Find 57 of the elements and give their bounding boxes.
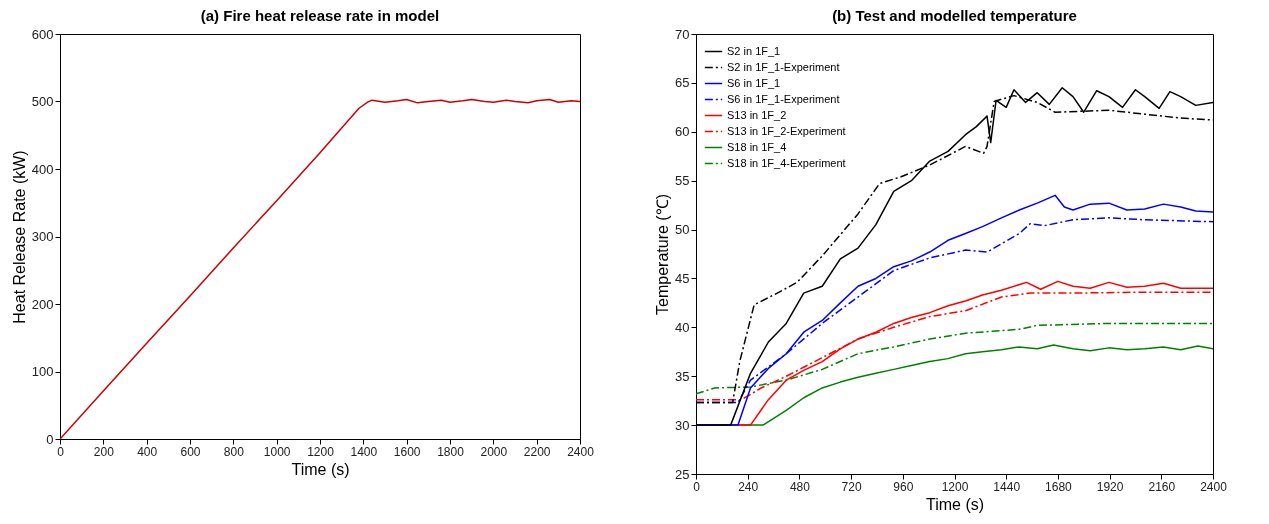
y-tick-label: 200 <box>31 296 54 312</box>
legend-label: S13 in 1F_2-Experiment <box>727 124 846 137</box>
x-tick-label: 400 <box>137 444 158 459</box>
legend-label: S2 in 1F_1 <box>727 44 781 57</box>
y-tick-label: 65 <box>675 75 690 91</box>
x-tick-label: 1680 <box>1045 479 1073 494</box>
x-tick-label: 1440 <box>993 479 1021 494</box>
legend-label: S2 in 1F_1-Experiment <box>727 60 840 73</box>
legend-label: S6 in 1F_1 <box>727 76 781 89</box>
x-tick-label: 1600 <box>393 444 421 459</box>
x-tick-label: 2160 <box>1148 479 1176 494</box>
legend-label: S13 in 1F_2 <box>727 108 787 121</box>
x-tick-label: 1000 <box>263 444 291 459</box>
y-tick-label: 100 <box>31 364 54 379</box>
y-tick-label: 45 <box>675 270 690 286</box>
y-tick-label: 60 <box>675 124 690 140</box>
x-axis-title: Time (s) <box>291 460 350 478</box>
x-tick-label: 1920 <box>1096 479 1124 494</box>
x-tick-label: 200 <box>93 444 115 459</box>
y-axis-title: Temperature (℃) <box>654 194 672 315</box>
y-tick-label: 40 <box>675 319 690 335</box>
x-tick-label: 720 <box>841 479 862 494</box>
y-tick-label: 30 <box>675 417 690 433</box>
y-tick-label: 50 <box>675 222 690 238</box>
x-tick-label: 800 <box>223 444 245 459</box>
y-tick-label: 25 <box>675 466 690 482</box>
x-tick-label: 0 <box>57 444 65 459</box>
y-tick-label: 55 <box>675 173 690 189</box>
legend-label: S18 in 1F_4 <box>727 140 787 153</box>
x-tick-label: 0 <box>693 479 701 494</box>
x-axis-title: Time (s) <box>925 495 985 513</box>
x-tick-label: 2400 <box>1200 479 1228 494</box>
y-axis-title: Heat Release Rate (kW) <box>10 150 28 324</box>
y-tick-label: 400 <box>31 161 54 177</box>
x-tick-label: 1200 <box>941 479 969 494</box>
chart-title: (a) Fire heat release rate in model <box>200 7 440 24</box>
y-tick-label: 0 <box>46 431 54 447</box>
x-tick-label: 960 <box>893 479 914 494</box>
x-tick-label: 2200 <box>523 444 551 459</box>
x-tick-label: 600 <box>180 444 201 459</box>
x-tick-label: 480 <box>789 479 811 494</box>
x-tick-label: 240 <box>738 479 759 494</box>
y-tick-label: 35 <box>675 368 690 384</box>
legend-label: S18 in 1F_4-Experiment <box>727 156 846 169</box>
x-tick-label: 1800 <box>437 444 465 459</box>
y-tick-label: 70 <box>675 26 690 42</box>
x-tick-label: 1400 <box>350 444 378 459</box>
legend-label: S6 in 1F_1-Experiment <box>727 92 840 105</box>
x-tick-label: 2400 <box>567 444 595 459</box>
chart-title: (b) Test and modelled temperature <box>832 7 1077 24</box>
y-tick-label: 600 <box>31 26 54 42</box>
line-series <box>696 322 1213 395</box>
y-tick-label: 300 <box>31 229 54 244</box>
y-tick-label: 500 <box>31 94 54 109</box>
x-tick-label: 1200 <box>307 444 335 459</box>
x-tick-label: 2000 <box>480 444 508 459</box>
line-series <box>60 98 580 439</box>
